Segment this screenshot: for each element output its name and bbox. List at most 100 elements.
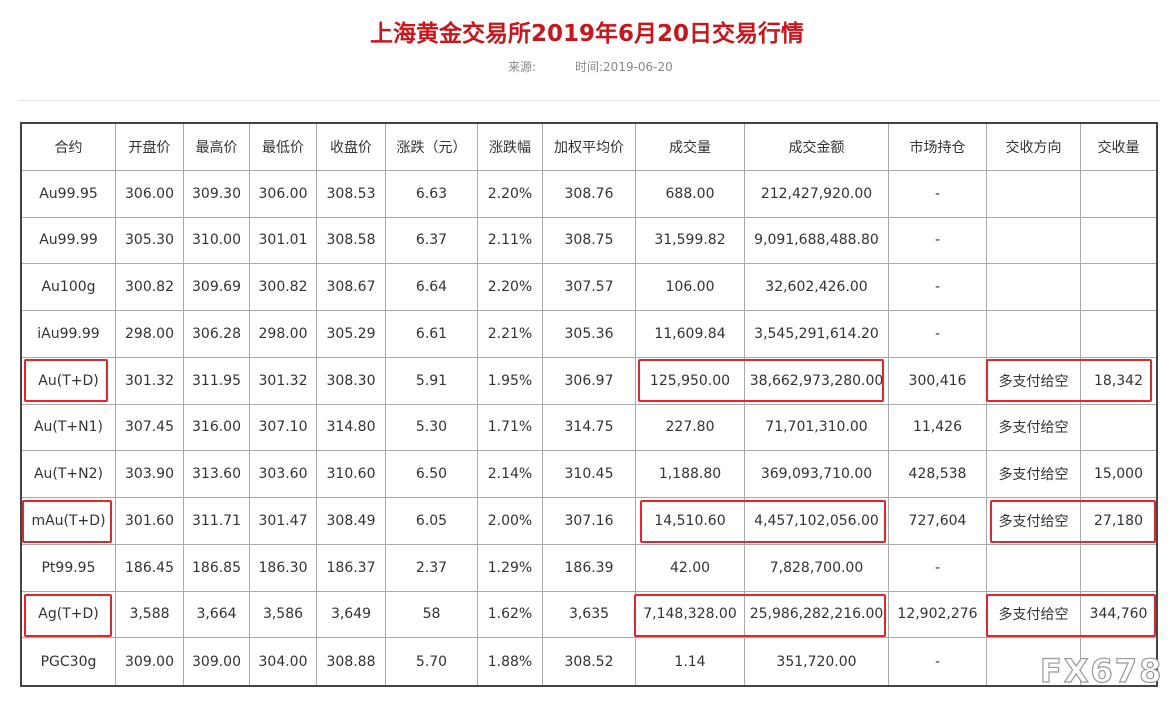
cell: 351,720.00 [745, 638, 889, 685]
highlight [638, 359, 884, 402]
cell: 344,760 [1081, 592, 1156, 639]
cell: PGC30g [22, 638, 116, 685]
cell: 15,000 [1081, 451, 1156, 498]
cell: 1.14 [636, 638, 745, 685]
cell: 301.47 [250, 498, 317, 545]
cell [987, 217, 1081, 265]
cell: 11,609.84 [636, 311, 745, 358]
cell: 306.97 [543, 357, 636, 405]
highlight [986, 594, 1156, 637]
cell: - [889, 638, 987, 685]
cell: 308.67 [317, 264, 386, 311]
table: 合约 开盘价 最高价 最低价 收盘价 涨跌（元） 涨跌幅 加权平均价 成交量 成交金额 市场持仓 交收… [20, 122, 1158, 687]
cell: 1.95% [478, 357, 543, 405]
cell: 3,664 [184, 591, 250, 639]
time: 时间:2019-06-20 [575, 60, 673, 74]
cell: - [889, 544, 987, 592]
header-cell: 最低价 [250, 124, 317, 171]
cell: 多支付给空 [987, 357, 1081, 405]
cell: 5.30 [386, 404, 478, 452]
cell: 300,416 [889, 357, 987, 405]
cell: 6.64 [386, 264, 478, 311]
cell: Pt99.95 [22, 544, 116, 592]
cell [987, 170, 1081, 218]
cell: 6.37 [386, 217, 478, 265]
cell: - [889, 170, 987, 218]
highlight [24, 594, 112, 637]
cell: 307.16 [543, 498, 636, 545]
cell: 186.37 [317, 544, 386, 592]
header-cell: 成交金额 [745, 124, 889, 171]
cell: 1,188.80 [636, 451, 745, 498]
cell: 307.57 [543, 264, 636, 311]
cell: 298.00 [250, 311, 317, 358]
cell [1081, 171, 1156, 218]
cell: 308.88 [317, 638, 386, 685]
cell: 11,426 [889, 404, 987, 452]
header-cell: 涨跌幅 [478, 124, 543, 171]
cell: 3,586 [250, 591, 317, 639]
cell: 305.36 [543, 311, 636, 358]
cell: 多支付给空 [987, 404, 1081, 452]
cell: 186.39 [543, 544, 636, 592]
cell: 2.14% [478, 451, 543, 498]
cell: 308.53 [317, 170, 386, 218]
cell: 186.85 [184, 544, 250, 592]
cell: 303.90 [116, 451, 184, 498]
cell [1081, 264, 1156, 311]
cell: mAu(T+D) [22, 498, 116, 545]
cell: 6.61 [386, 311, 478, 358]
cell: 310.00 [184, 217, 250, 265]
cell: 310.60 [317, 451, 386, 498]
cell: 303.60 [250, 451, 317, 498]
cell: 309.00 [116, 638, 184, 685]
cell [987, 311, 1081, 358]
cell: iAu99.99 [22, 311, 116, 358]
cell: 6.05 [386, 498, 478, 545]
cell: 309.69 [184, 264, 250, 311]
highlight [990, 500, 1156, 543]
cell: Au100g [22, 264, 116, 311]
cell [1081, 311, 1156, 358]
cell: 58 [386, 591, 478, 639]
cell: 301.60 [116, 498, 184, 545]
header-cell: 交收量 [1081, 124, 1156, 171]
cell: 311.71 [184, 498, 250, 545]
cell: Ag(T+D) [22, 591, 116, 639]
cell: 428,538 [889, 451, 987, 498]
cell: 3,545,291,614.20 [745, 311, 889, 358]
cell: 305.30 [116, 217, 184, 265]
cell [1081, 218, 1156, 265]
cell: Au(T+D) [22, 357, 116, 405]
cell: 71,701,310.00 [745, 404, 889, 452]
cell: 9,091,688,488.80 [745, 217, 889, 265]
cell: - [889, 264, 987, 311]
cell: 310.45 [543, 451, 636, 498]
highlight [634, 594, 886, 637]
cell: 227.80 [636, 404, 745, 452]
cell: 688.00 [636, 170, 745, 218]
highlight [24, 359, 108, 402]
cell: 3,649 [317, 591, 386, 639]
watermark: FX678 [1039, 651, 1164, 690]
cell: 186.45 [116, 544, 184, 592]
cell: 6.50 [386, 451, 478, 498]
highlight [640, 500, 886, 543]
cell: 313.60 [184, 451, 250, 498]
highlight [986, 359, 1152, 402]
cell: 305.29 [317, 311, 386, 358]
cell: 12,902,276 [889, 591, 987, 639]
cell: 6.63 [386, 170, 478, 218]
source-label: 来源: [508, 60, 537, 74]
cell: 314.80 [317, 404, 386, 452]
cell: 2.00% [478, 498, 543, 545]
cell: 5.70 [386, 638, 478, 685]
cell: 1.71% [478, 404, 543, 452]
header-cell: 收盘价 [317, 124, 386, 171]
cell: 2.20% [478, 264, 543, 311]
cell: 311.95 [184, 357, 250, 405]
cell: 多支付给空 [987, 591, 1081, 639]
cell: - [889, 217, 987, 265]
cell [987, 544, 1081, 592]
cell: 多支付给空 [987, 451, 1081, 498]
